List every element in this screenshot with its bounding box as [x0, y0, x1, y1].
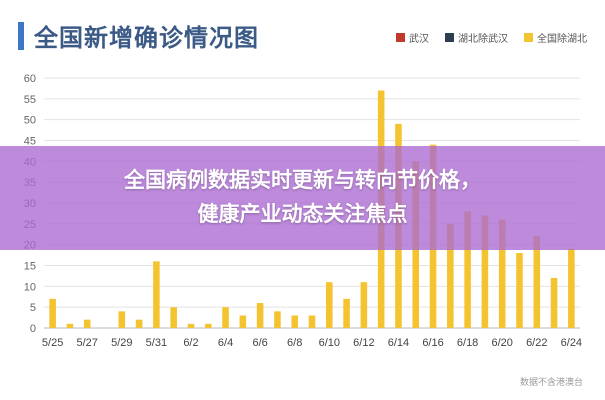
chart-title: 全国新增确诊情况图	[34, 25, 259, 52]
headline-line-2: 健康产业动态关注焦点	[197, 203, 408, 226]
x-tick-label-6-22: 6/22	[526, 337, 547, 349]
bar-2-6-20	[498, 219, 506, 328]
x-tick-label-6-2: 6/2	[183, 337, 198, 349]
y-tick-label-10: 10	[24, 281, 36, 293]
x-tick-label-6-20: 6/20	[491, 337, 512, 349]
y-tick-label-55: 55	[24, 94, 36, 106]
x-tick-label-6-14: 6/14	[388, 337, 409, 349]
bar-2-6-17	[447, 223, 454, 328]
x-tick-label-6-4: 6/4	[218, 337, 233, 349]
x-tick-label-6-18: 6/18	[457, 337, 478, 349]
y-tick-label-5: 5	[30, 302, 36, 314]
bar-2-6-6	[256, 303, 264, 328]
x-tick-label-6-10: 6/10	[319, 337, 340, 349]
legend-swatch-national	[524, 33, 533, 42]
x-tick-label-6-16: 6/16	[422, 337, 443, 349]
bar-2-6-9	[308, 315, 316, 328]
bar-2-6-7	[274, 311, 281, 328]
x-tick-label-5-31: 5/31	[146, 337, 167, 349]
x-tick-label-6-24: 6/24	[561, 337, 582, 349]
title-accent-bar	[18, 22, 24, 50]
source-note: 数据不含港澳台	[519, 377, 583, 387]
y-tick-label-15: 15	[24, 261, 36, 273]
legend-item-national: 全国除湖北	[524, 30, 587, 45]
x-tick-label-6-6: 6/6	[252, 337, 267, 349]
bar-2-5-25	[49, 298, 56, 328]
bar-2-6-1	[170, 307, 177, 328]
bar-2-5-26	[66, 323, 74, 328]
legend-label-wuhan: 武汉	[409, 34, 429, 45]
bar-2-5-29	[118, 311, 126, 328]
bar-2-5-27	[83, 319, 91, 328]
legend: 武汉 湖北除武汉 全国除湖北	[396, 30, 587, 45]
x-tick-label-5-29: 5/29	[111, 337, 132, 349]
legend-label-national: 全国除湖北	[537, 34, 587, 45]
bar-2-6-11	[343, 298, 350, 328]
legend-label-hubei: 湖北除武汉	[458, 34, 508, 45]
bar-2-5-30	[135, 319, 143, 328]
headline-overlay: 全国病例数据实时更新与转向节价格， 健康产业动态关注焦点	[0, 146, 605, 250]
bar-2-6-12	[360, 282, 368, 328]
bar-2-6-18	[464, 211, 471, 328]
bar-2-6-3	[204, 323, 212, 328]
bar-2-6-22	[533, 236, 541, 328]
legend-swatch-wuhan	[396, 33, 405, 42]
y-tick-label-60: 60	[24, 73, 36, 85]
legend-swatch-hubei	[445, 33, 454, 42]
y-tick-label-0: 0	[30, 323, 36, 335]
x-tick-label-5-25: 5/25	[42, 337, 63, 349]
bar-2-6-5	[239, 315, 247, 328]
bar-2-6-24	[568, 248, 575, 328]
bar-2-6-19	[481, 215, 489, 328]
x-tick-label-6-12: 6/12	[353, 337, 374, 349]
legend-item-wuhan: 武汉	[396, 30, 429, 45]
bar-2-6-2	[187, 323, 195, 328]
headline-line-1: 全国病例数据实时更新与转向节价格，	[124, 169, 481, 192]
bar-2-6-10	[326, 282, 333, 328]
x-tick-label-6-8: 6/8	[287, 337, 302, 349]
bar-2-6-23	[550, 278, 558, 328]
bar-2-5-31	[153, 261, 160, 328]
bar-2-6-4	[222, 307, 229, 328]
bar-2-6-8	[291, 315, 298, 328]
bar-2-6-21	[516, 253, 523, 328]
x-tick-label-5-27: 5/27	[77, 337, 98, 349]
y-tick-label-45: 45	[24, 136, 36, 148]
legend-item-hubei: 湖北除武汉	[445, 30, 508, 45]
y-tick-label-50: 50	[24, 115, 36, 127]
